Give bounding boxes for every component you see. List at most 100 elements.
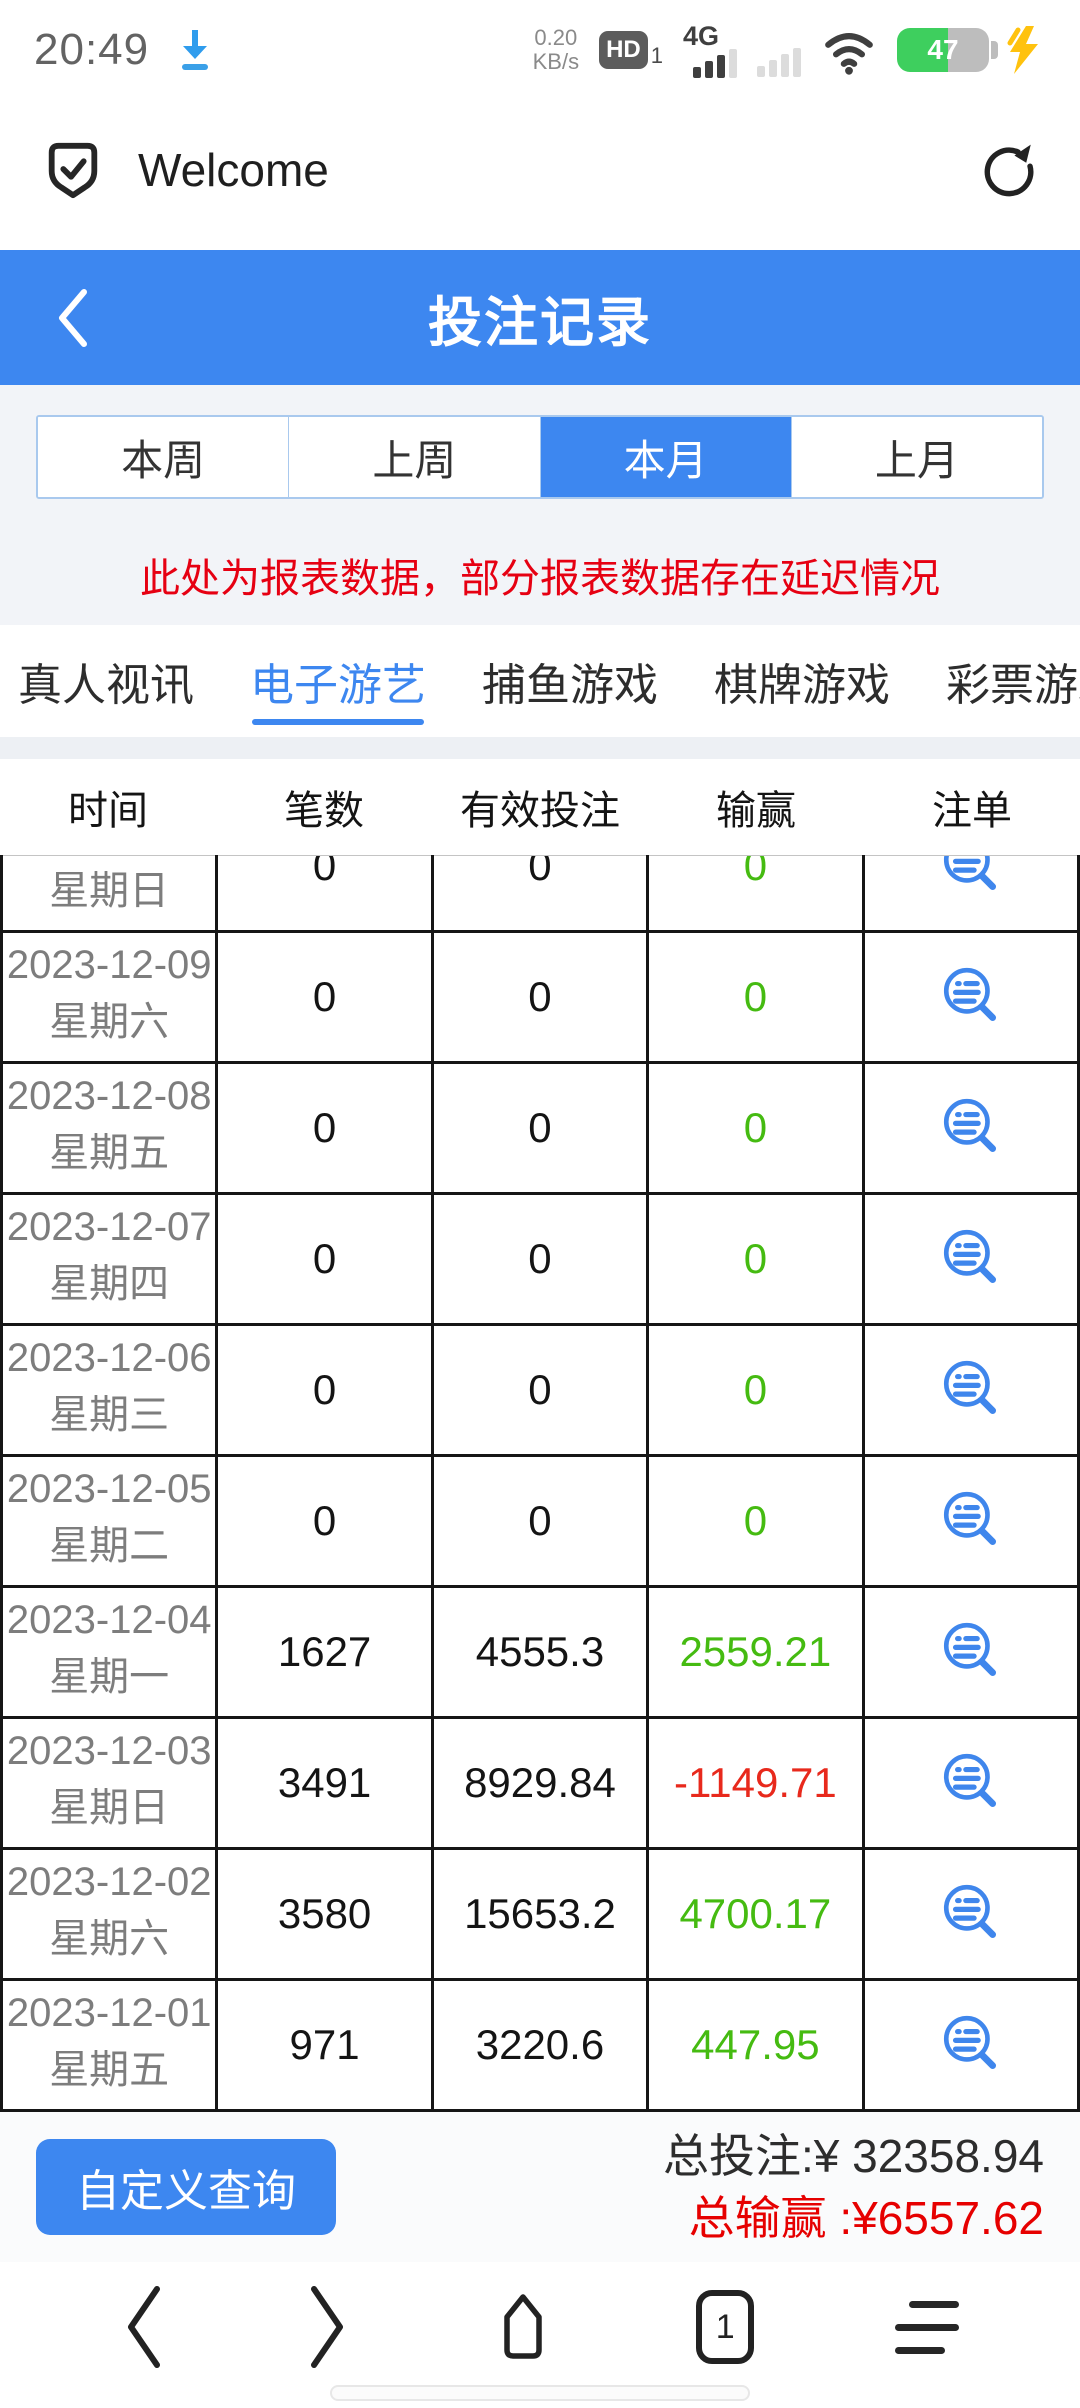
- row-win-loss: 0: [743, 1366, 768, 1413]
- row-bet-count: 0: [312, 1497, 337, 1544]
- tabs-icon: 1: [696, 2290, 755, 2364]
- page-title: 投注记录: [428, 293, 652, 353]
- order-search-icon[interactable]: [938, 856, 1004, 899]
- table-row: 2023-12-06 星期三 0 0 0: [0, 1323, 1080, 1457]
- range-tab-this-week[interactable]: 本周: [38, 417, 290, 497]
- row-weekday: 星期一: [49, 1655, 170, 1699]
- order-search-icon[interactable]: [938, 1095, 1004, 1161]
- row-valid-bet: 4555.3: [475, 1628, 605, 1675]
- row-date: 2023-12-02: [6, 1860, 212, 1904]
- row-win-loss: 447.95: [691, 2021, 820, 2068]
- table-row: 2023-12-03 星期日 3491 8929.84 -1149.71: [0, 1716, 1080, 1850]
- range-tab-last-month[interactable]: 上月: [791, 417, 1042, 497]
- refresh-icon[interactable]: [980, 139, 1038, 201]
- tab-live-casino[interactable]: 真人视讯: [18, 661, 194, 710]
- row-valid-bet: 0: [528, 1497, 552, 1544]
- row-win-loss: 0: [743, 1104, 768, 1151]
- order-search-icon[interactable]: [938, 1750, 1004, 1816]
- range-tab-this-month[interactable]: 本月: [540, 417, 792, 497]
- order-search-icon[interactable]: [938, 2012, 1004, 2078]
- row-win-loss: 0: [743, 973, 768, 1020]
- charging-bolt-icon: [1007, 26, 1038, 74]
- tab-fishing[interactable]: 捕鱼游戏: [482, 661, 658, 710]
- row-bet-count: 3580: [277, 1890, 372, 1937]
- home-indicator[interactable]: [330, 2385, 750, 2401]
- row-bet-count: 0: [312, 1366, 337, 1413]
- volte-hd-icon: HD 1: [599, 31, 663, 69]
- order-search-icon[interactable]: [938, 1619, 1004, 1685]
- home-icon: [504, 2294, 542, 2359]
- tab-count: 1: [715, 2307, 735, 2346]
- order-search-icon[interactable]: [938, 1226, 1004, 1292]
- table-row: 2023-12-08 星期五 0 0 0: [0, 1061, 1080, 1195]
- table-row: 2023-12-01 星期五 971 3220.6 447.95: [0, 1978, 1080, 2112]
- row-weekday: 星期五: [49, 2048, 170, 2092]
- row-bet-count: 971: [289, 2021, 360, 2068]
- chevron-left-icon: [59, 288, 87, 347]
- totals: 总投注:¥ 32358.94 总输赢 :¥6557.62: [663, 2125, 1044, 2249]
- table-row: 2023-12-07 星期四 0 0 0: [0, 1192, 1080, 1326]
- custom-query-button[interactable]: 自定义查询: [36, 2139, 336, 2235]
- sim1-signal-icon: 4G: [683, 22, 737, 78]
- row-date: 2023-12-06: [6, 1336, 212, 1380]
- clock: 20:49: [34, 25, 150, 74]
- tab-board-games[interactable]: 棋牌游戏: [714, 661, 890, 710]
- row-valid-bet: 15653.2: [464, 1890, 616, 1937]
- row-bet-count: 0: [312, 1235, 337, 1282]
- nav-back-button[interactable]: [121, 2279, 165, 2375]
- row-weekday: 星期三: [49, 1393, 170, 1437]
- row-weekday: 星期二: [49, 1524, 170, 1568]
- records-table: 星期日 0 0 0 2023-12-09 星期六 0: [0, 855, 1080, 2112]
- row-win-loss: 0: [743, 1235, 768, 1282]
- chevron-right-icon: [310, 2286, 343, 2368]
- row-weekday: 星期日: [49, 1786, 170, 1830]
- order-search-icon[interactable]: [938, 1488, 1004, 1554]
- nav-forward-button[interactable]: [306, 2279, 350, 2375]
- order-search-icon[interactable]: [938, 1357, 1004, 1423]
- col-header-valid-bet: 有效投注: [460, 789, 620, 833]
- row-date: 2023-12-07: [6, 1205, 212, 1249]
- order-search-icon[interactable]: [938, 964, 1004, 1030]
- nav-home-button[interactable]: [491, 2293, 555, 2361]
- date-range-tabs: 本周 上周 本月 上月: [36, 415, 1044, 499]
- tab-slots[interactable]: 电子游艺: [250, 625, 426, 737]
- row-bet-count: 3491: [277, 1759, 372, 1806]
- report-delay-notice: 此处为报表数据，部分报表数据存在延迟情况: [0, 525, 1080, 625]
- game-category-tabs: 真人视讯 电子游艺 捕鱼游戏 棋牌游戏 彩票游戏: [0, 625, 1080, 737]
- status-bar: 20:49 0.20 KB/s HD 1 4G: [0, 0, 1080, 90]
- row-valid-bet: 0: [528, 856, 552, 889]
- menu-icon: [895, 2300, 960, 2354]
- row-win-loss: 0: [743, 856, 768, 889]
- back-button[interactable]: [52, 286, 92, 350]
- table-row: 2023-12-09 星期六 0 0 0: [0, 930, 1080, 1064]
- row-win-loss: 4700.17: [679, 1890, 832, 1937]
- row-date: 2023-12-01: [6, 1991, 212, 2035]
- row-valid-bet: 8929.84: [464, 1759, 616, 1806]
- row-valid-bet: 0: [528, 1104, 552, 1151]
- row-date: 2023-12-08: [6, 1074, 212, 1118]
- row-weekday: 星期四: [49, 1262, 170, 1306]
- table-row: 2023-12-04 星期一 1627 4555.3 2559.21: [0, 1585, 1080, 1719]
- row-bet-count: 0: [312, 973, 337, 1020]
- row-valid-bet: 3220.6: [475, 2021, 605, 2068]
- chevron-left-icon: [127, 2286, 160, 2368]
- row-date: 2023-12-04: [6, 1598, 212, 1642]
- order-search-icon[interactable]: [938, 1881, 1004, 1947]
- col-header-win-loss: 输赢: [716, 789, 796, 833]
- row-win-loss: 2559.21: [679, 1628, 832, 1675]
- nav-menu-button[interactable]: [895, 2300, 960, 2354]
- wifi-icon: [825, 33, 873, 75]
- nav-tabs-button[interactable]: 1: [696, 2290, 755, 2364]
- row-win-loss: 0: [743, 1497, 768, 1544]
- records-table-header: 时间 笔数 有效投注 输赢 注单: [0, 759, 1080, 855]
- browser-nav-bar: 1: [0, 2262, 1080, 2406]
- row-bet-count: 1627: [277, 1628, 372, 1675]
- shield-check-icon: [48, 142, 98, 199]
- row-weekday: 星期五: [49, 1131, 170, 1175]
- range-tab-last-week[interactable]: 上周: [289, 417, 541, 497]
- row-valid-bet: 0: [528, 1366, 552, 1413]
- network-speed: 0.20 KB/s: [532, 25, 580, 74]
- col-header-time: 时间: [68, 789, 148, 833]
- tab-lottery[interactable]: 彩票游戏: [946, 661, 1080, 710]
- battery-icon: 47: [897, 28, 989, 72]
